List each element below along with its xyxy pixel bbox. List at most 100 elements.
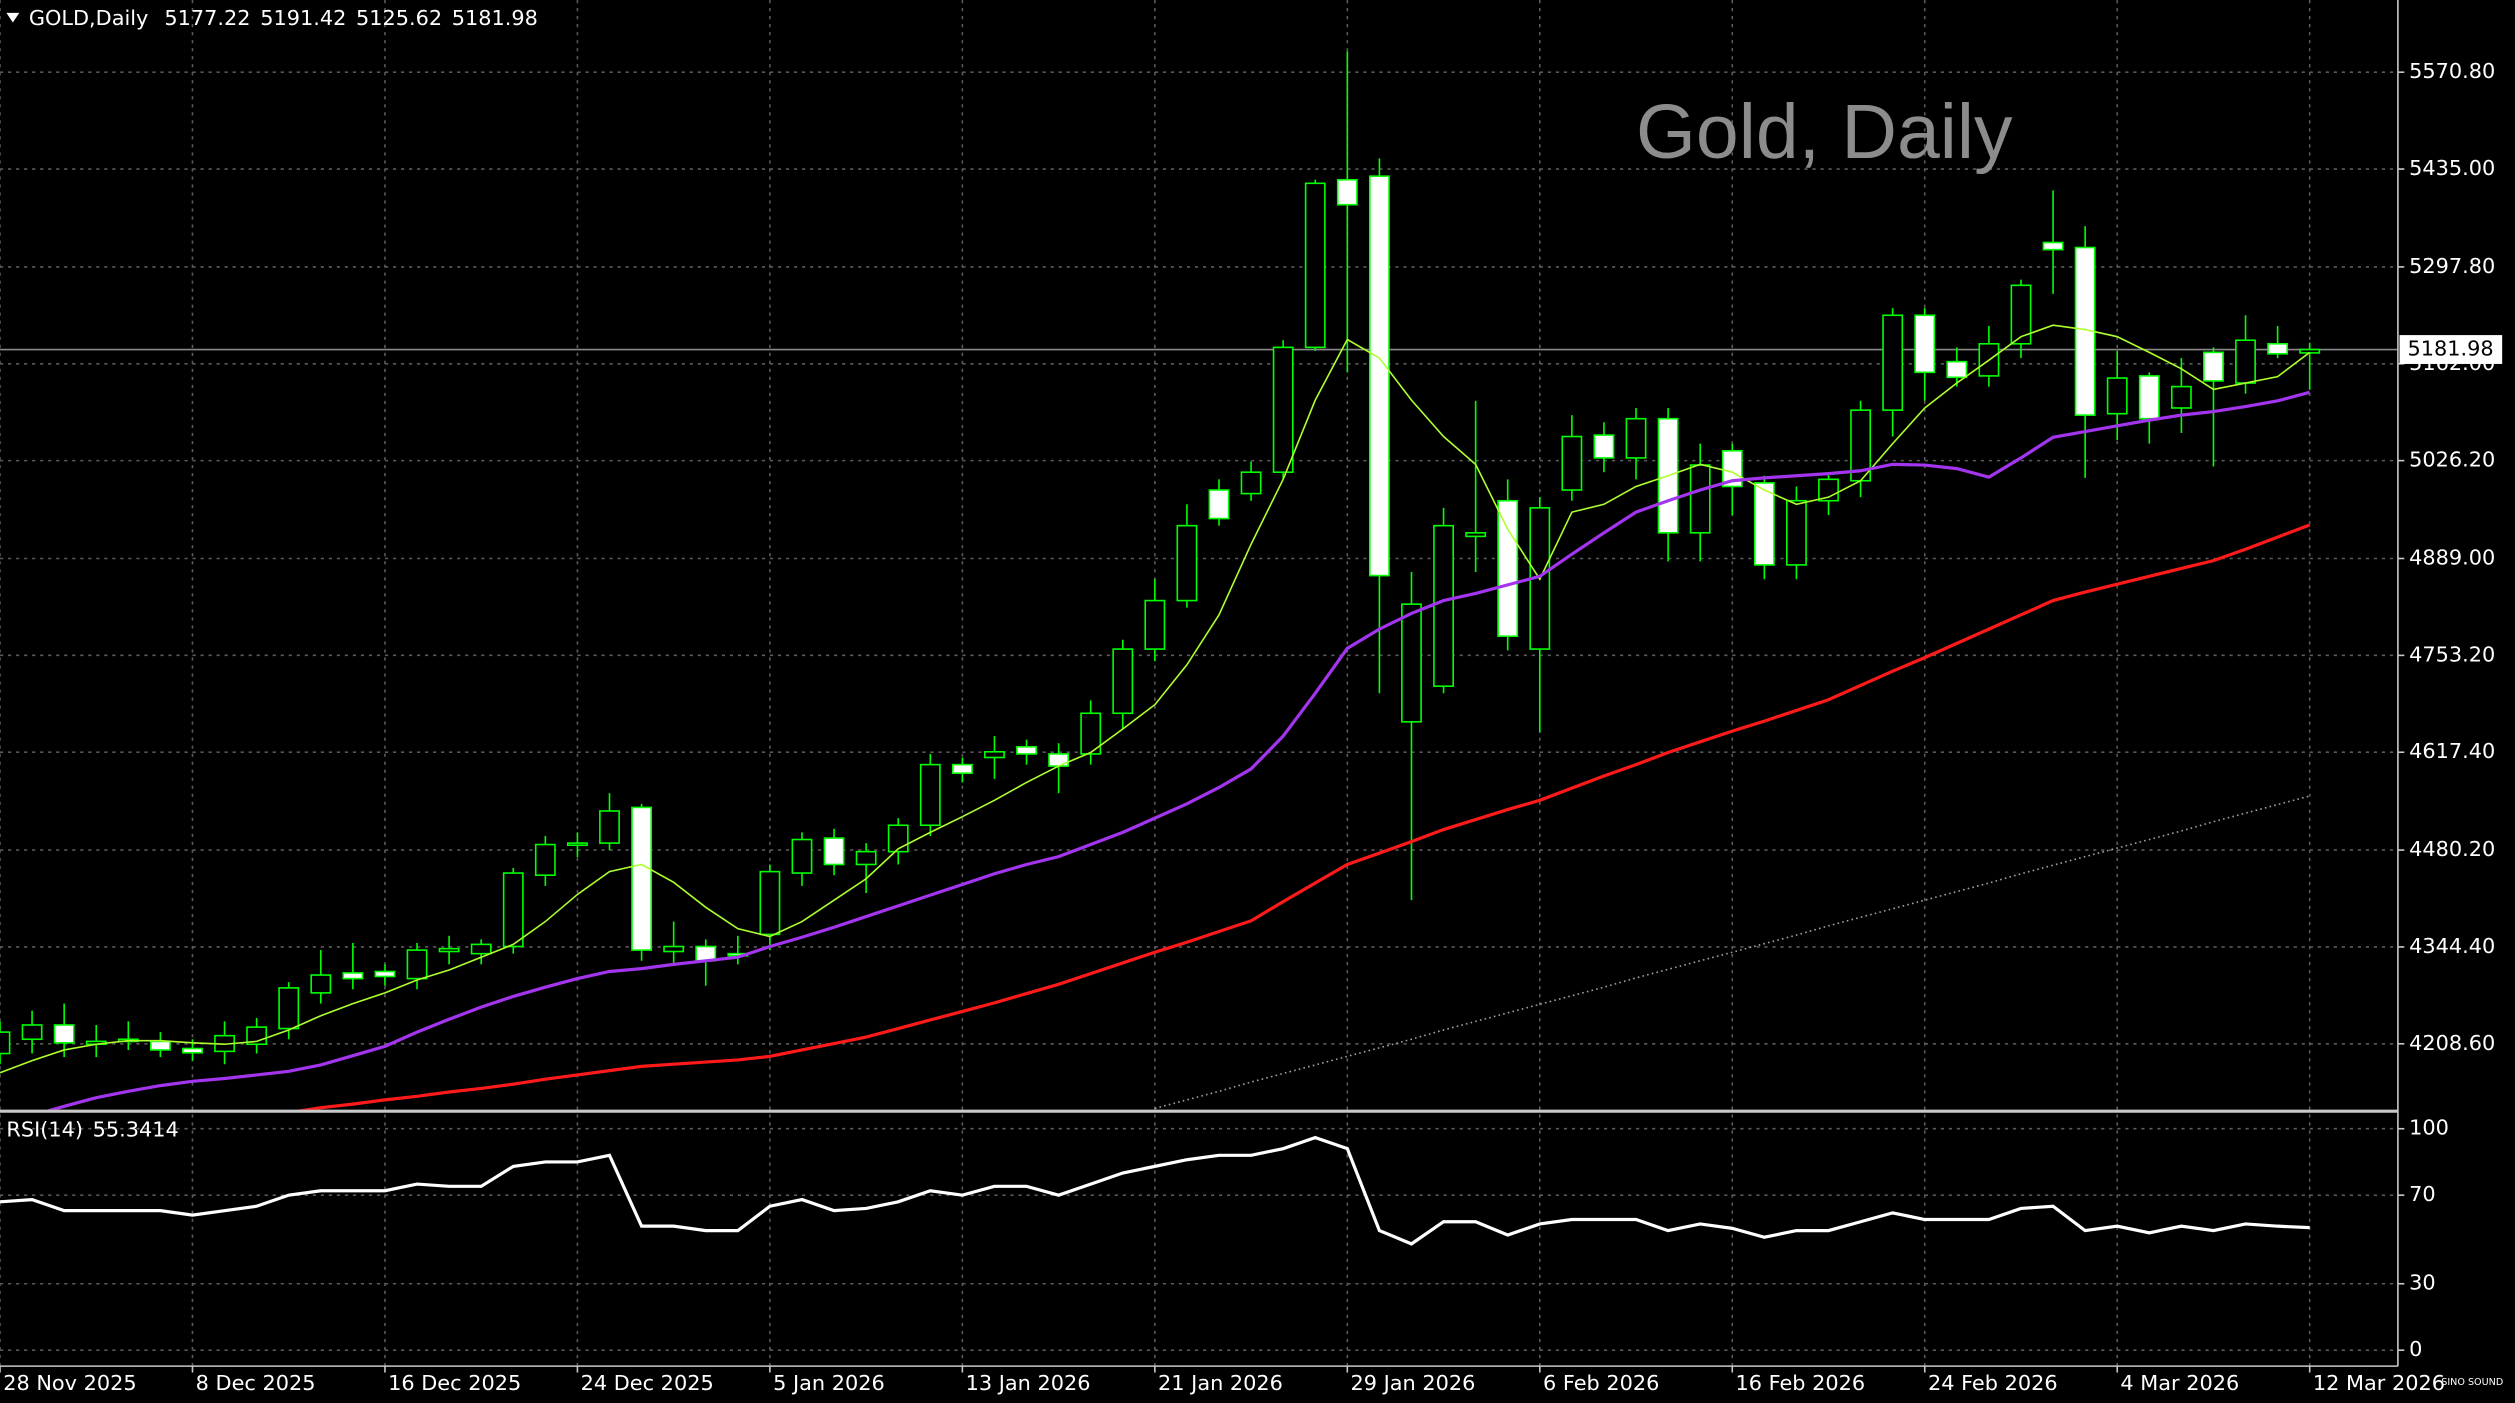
candle-body — [182, 1047, 203, 1054]
candle-body — [1914, 314, 1936, 374]
line-series — [47, 390, 2311, 1110]
candle-body — [984, 750, 1005, 759]
header-high: 5191.42 — [260, 6, 346, 30]
x-tick-label: 24 Dec 2025 — [581, 1371, 714, 1395]
candle-body — [438, 947, 460, 953]
candle-body — [2203, 351, 2224, 382]
candle-body — [2042, 241, 2064, 251]
candle-body — [2106, 377, 2128, 415]
x-tick-label: 21 Jan 2026 — [1158, 1371, 1283, 1395]
y-tick-label: 4617.40 — [2409, 739, 2495, 763]
line-series — [1154, 795, 2310, 1110]
candle-body — [1144, 599, 1166, 650]
x-tick-label: 8 Dec 2025 — [196, 1371, 316, 1395]
y-tick-label: 30 — [2409, 1271, 2436, 1295]
y-tick-label: 4208.60 — [2409, 1031, 2495, 1055]
x-tick-label: 4 Mar 2026 — [2120, 1371, 2239, 1395]
candle-body — [0, 1031, 11, 1055]
candle-body — [1561, 435, 1583, 491]
candle-body — [2267, 342, 2289, 355]
candle-body — [1336, 178, 1358, 206]
line-series — [0, 1135, 2310, 1246]
candle-body — [887, 824, 909, 853]
candle-body — [631, 806, 653, 951]
candle-body — [1882, 314, 1904, 411]
header-close: 5181.98 — [452, 6, 538, 30]
x-tick-label: 13 Jan 2026 — [966, 1371, 1091, 1395]
candle-body — [1208, 489, 1230, 520]
candle-body — [1721, 449, 1743, 488]
candle-body — [599, 810, 620, 844]
candle-body — [1016, 745, 1037, 755]
candle-body — [2010, 284, 2032, 345]
candle-body — [1497, 499, 1519, 638]
axes-layer: 5570.805435.005297.805162.005026.204889.… — [0, 59, 2503, 1395]
y-tick-label: 70 — [2409, 1182, 2436, 1206]
price-pane — [0, 51, 2321, 1110]
rsi-title: RSI(14) — [6, 1117, 83, 1141]
candle-body — [1048, 753, 1070, 767]
candle-body — [759, 870, 781, 936]
candle-body — [566, 842, 588, 847]
candle-body — [1465, 532, 1487, 538]
line-series — [298, 523, 2311, 1110]
candle-body — [310, 974, 332, 994]
candle-body — [1946, 360, 1968, 379]
candle-body — [2138, 375, 2160, 420]
y-tick-label: 0 — [2409, 1337, 2422, 1361]
y-tick-label: 4344.40 — [2409, 934, 2495, 958]
candle-body — [374, 970, 396, 978]
rsi-value: 55.3414 — [93, 1117, 179, 1141]
x-tick-label: 24 Feb 2026 — [1928, 1371, 2058, 1395]
y-tick-label: 4889.00 — [2409, 545, 2495, 569]
candle-body — [502, 872, 524, 948]
candle-body — [1433, 524, 1454, 687]
candle-body — [2170, 385, 2192, 409]
rsi-pane — [0, 1135, 2310, 1246]
x-tick-label: 29 Jan 2026 — [1351, 1371, 1476, 1395]
price-label: 5181.98 — [2408, 337, 2494, 361]
y-tick-label: 5570.80 — [2409, 59, 2495, 83]
candle-body — [1753, 482, 1775, 566]
y-tick-label: 5435.00 — [2409, 156, 2495, 180]
watermark-title: Gold, Daily — [1636, 89, 2013, 175]
x-tick-label: 16 Feb 2026 — [1735, 1371, 1865, 1395]
candle-body — [53, 1024, 75, 1044]
header-low: 5125.62 — [356, 6, 442, 30]
candle-body — [855, 850, 877, 866]
candle-body — [1112, 648, 1134, 715]
y-tick-label: 4480.20 — [2409, 837, 2495, 861]
candle-body — [919, 763, 941, 827]
x-tick-label: 28 Nov 2025 — [3, 1371, 136, 1395]
candle-body — [663, 945, 685, 953]
header-open: 5177.22 — [164, 6, 250, 30]
candle-body — [2235, 339, 2256, 384]
candle-body — [278, 987, 300, 1030]
y-tick-label: 4753.20 — [2409, 642, 2495, 666]
y-tick-label: 100 — [2409, 1116, 2449, 1140]
candle-body — [21, 1024, 43, 1041]
y-tick-label: 5026.20 — [2409, 448, 2495, 472]
candle-body — [1304, 182, 1326, 349]
x-tick-label: 5 Jan 2026 — [773, 1371, 885, 1395]
price-label-box — [2399, 335, 2503, 364]
candle-body — [1593, 434, 1615, 459]
x-tick-label: 6 Feb 2026 — [1543, 1371, 1659, 1395]
y-tick-label: 5297.80 — [2409, 254, 2495, 278]
candle-body — [534, 843, 556, 876]
candle-body — [342, 972, 364, 980]
candle-body — [1080, 712, 1102, 755]
candle-body — [1368, 175, 1390, 577]
candle-body — [149, 1040, 171, 1051]
candle-body — [791, 838, 813, 874]
candle-body — [1625, 417, 1647, 459]
candle-body — [1176, 524, 1198, 602]
header: GOLD,Daily 5177.22 5191.42 5125.62 5181.98 — [29, 6, 538, 30]
header-arrow — [6, 12, 20, 23]
symbol: GOLD,Daily — [29, 6, 149, 30]
candle-body — [1689, 464, 1711, 534]
candle-body — [1786, 499, 1807, 566]
